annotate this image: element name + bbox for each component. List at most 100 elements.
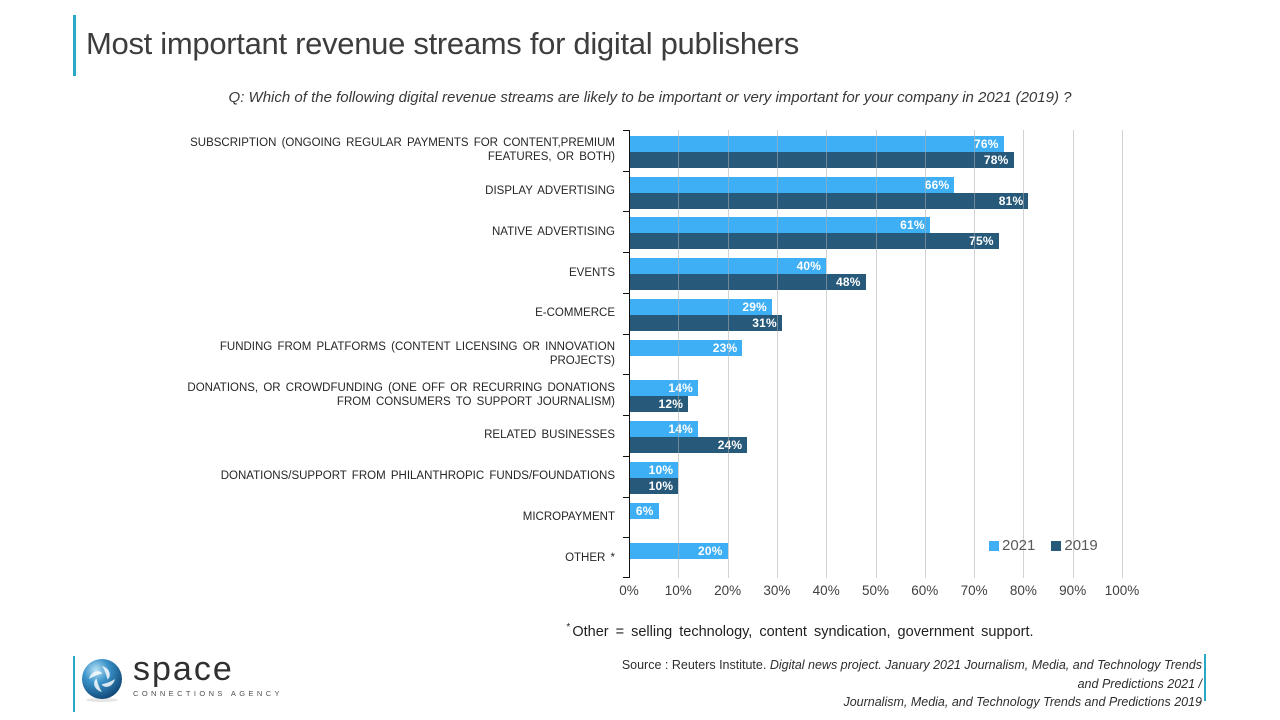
axis-tick: [623, 292, 629, 294]
legend-swatch-2019: [1051, 540, 1062, 551]
x-tick-label: 10%: [664, 583, 692, 598]
x-tick-label: 30%: [763, 583, 791, 598]
category-label: MICROPAYMENT: [522, 510, 615, 523]
axis-tick: [623, 496, 629, 498]
x-tick-label: 70%: [960, 583, 988, 598]
axis-tick: [623, 130, 629, 131]
axis-tick: [623, 415, 629, 417]
bar-value-label: 10%: [648, 462, 674, 477]
x-tick-label: 0%: [619, 583, 639, 598]
bar-2021: 10%: [629, 461, 679, 478]
bar-value-label: 48%: [836, 275, 861, 290]
bar-2019: 12%: [629, 396, 689, 413]
x-tick-label: 90%: [1059, 583, 1087, 598]
gridline: [974, 130, 976, 578]
bar-value-label: 40%: [796, 259, 822, 274]
bar-2021: 14%: [629, 421, 699, 438]
bar-value-label: 31%: [752, 315, 777, 330]
source-detail-1: Digital news project. January 2021 Journ…: [769, 658, 1202, 691]
category-label: NATIVE ADVERTISING: [492, 225, 615, 238]
category-label: SUBSCRIPTION (ONGOING REGULAR PAYMENTS F…: [190, 137, 615, 164]
bar-2021: 14%: [629, 380, 699, 397]
bar-value-label: 75%: [969, 234, 994, 249]
bar-value-label: 76%: [974, 137, 999, 151]
logo-accent-bar: [73, 656, 75, 712]
title-accent-bar: [73, 15, 76, 76]
bar-value-label: 10%: [648, 478, 674, 493]
footnote-asterisk: *: [566, 622, 571, 633]
bar-value-label: 6%: [635, 503, 654, 518]
bar-2019: 24%: [629, 437, 748, 454]
page-title: Most important revenue streams for digit…: [86, 26, 799, 61]
axis-tick: [623, 577, 629, 578]
legend-label-2019: 2019: [1064, 537, 1098, 554]
x-tick-label: 50%: [861, 583, 890, 598]
gridline: [924, 130, 926, 578]
category-label: E-COMMERCE: [535, 307, 615, 320]
logo-tagline: CONNECTIONS AGENCY: [133, 689, 283, 698]
gridline: [1122, 130, 1123, 578]
axis-tick: [623, 170, 629, 172]
gridline: [875, 130, 877, 578]
gridline: [1023, 130, 1025, 578]
bar-2019: 81%: [629, 192, 1029, 209]
source-accent-bar: [1204, 654, 1206, 701]
category-label: DONATIONS, OR CROWDFUNDING (ONE OFF OR R…: [187, 381, 615, 408]
gridline: [776, 130, 778, 578]
bar-value-label: 66%: [924, 177, 950, 192]
source-prefix: Source : Reuters Institute.: [621, 658, 770, 672]
bar-value-label: 14%: [668, 381, 694, 396]
sphere-logo-icon: [82, 659, 122, 702]
axis-tick: [623, 537, 629, 539]
source-note: Source : Reuters Institute. Digital news…: [602, 656, 1202, 712]
x-tick-label: 80%: [1009, 583, 1037, 598]
bar-value-label: 81%: [998, 193, 1024, 208]
chart-question: Q: Which of the following digital revenu…: [228, 89, 1072, 106]
axis-tick: [623, 211, 629, 213]
bar-2021: 29%: [629, 298, 772, 315]
bar-value-label: 12%: [658, 397, 684, 412]
y-axis-line: [629, 130, 630, 578]
bar-value-label: 29%: [742, 299, 767, 314]
source-line-1: Source : Reuters Institute. Digital news…: [602, 656, 1202, 693]
footnote: * Other = selling technology, content syn…: [290, 622, 1280, 640]
plot-area: 76% 66% 61% 40% 29% 23% 14% 14% 10% 6% 20% 78% 81% 75…: [619, 130, 1139, 598]
x-tick-label: 100%: [1104, 583, 1140, 598]
bar-2019: 31%: [629, 314, 782, 331]
logo-text-block: space CONNECTIONS AGENCY: [133, 650, 283, 698]
bar-2019: 78%: [629, 152, 1014, 168]
bar-2019: 75%: [629, 233, 999, 250]
legend-swatch-2021: [989, 540, 999, 551]
legend-item-2019: 2019: [1051, 537, 1098, 554]
bar-2019: 48%: [629, 274, 866, 291]
bar-value-label: 14%: [668, 422, 694, 437]
gridline: [826, 130, 828, 578]
x-tick-label: 40%: [812, 583, 840, 598]
axis-tick: [623, 374, 629, 376]
axis-tick: [623, 252, 629, 254]
bar-2021: 23%: [629, 339, 743, 356]
x-tick-label: 20%: [714, 583, 742, 598]
bar-2021: 6%: [629, 502, 659, 519]
bar-2021: 76%: [629, 136, 1004, 152]
axis-tick: [623, 333, 629, 335]
logo-name: space: [133, 650, 234, 688]
bar-value-label: 24%: [717, 438, 743, 453]
legend-item-2021: 2021: [989, 537, 1035, 554]
bar-2021: 66%: [629, 176, 955, 193]
category-label: EVENTS: [568, 266, 615, 279]
footnote-text: Other = selling technology, content synd…: [572, 624, 1034, 640]
page-dot: .: [1198, 692, 1202, 706]
legend-label-2021: 2021: [1002, 537, 1036, 554]
category-labels-column: SUBSCRIPTION (ONGOING REGULAR PAYMENTS F…: [185, 130, 615, 578]
axis-tick: [623, 455, 629, 457]
x-tick-label: 60%: [911, 583, 939, 598]
source-line-2: Journalism, Media, and Technology Trends…: [843, 695, 1202, 709]
legend: 2021 2019: [989, 537, 1098, 554]
gridline: [727, 130, 729, 578]
category-label: DONATIONS/SUPPORT FROM PHILANTHROPIC FUN…: [220, 470, 615, 483]
gridline: [678, 130, 680, 578]
gridline: [1072, 130, 1074, 578]
bar-value-label: 23%: [712, 340, 738, 355]
